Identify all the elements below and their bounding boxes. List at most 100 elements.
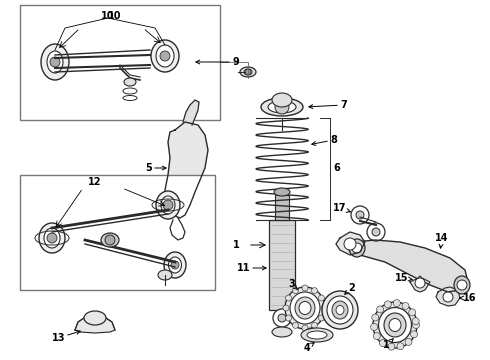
Text: 8: 8 xyxy=(312,135,337,145)
Circle shape xyxy=(344,238,356,250)
Ellipse shape xyxy=(124,78,136,86)
Ellipse shape xyxy=(268,101,296,113)
Ellipse shape xyxy=(301,328,333,342)
Bar xyxy=(20,175,215,290)
Circle shape xyxy=(443,292,453,302)
Ellipse shape xyxy=(161,196,175,214)
Ellipse shape xyxy=(151,40,179,72)
Circle shape xyxy=(318,295,324,301)
Text: 13: 13 xyxy=(51,330,80,343)
Circle shape xyxy=(283,305,289,311)
Circle shape xyxy=(405,338,412,345)
Text: 5: 5 xyxy=(145,163,166,173)
Circle shape xyxy=(377,306,384,313)
Bar xyxy=(20,5,220,120)
Ellipse shape xyxy=(84,311,106,325)
Ellipse shape xyxy=(272,327,292,337)
Polygon shape xyxy=(348,240,468,292)
Circle shape xyxy=(160,51,170,61)
Polygon shape xyxy=(336,232,365,255)
Circle shape xyxy=(457,280,467,290)
Text: 7: 7 xyxy=(309,100,347,110)
Ellipse shape xyxy=(349,239,365,257)
Ellipse shape xyxy=(295,297,315,319)
Ellipse shape xyxy=(156,45,174,67)
Circle shape xyxy=(372,314,379,321)
Ellipse shape xyxy=(169,257,181,273)
Circle shape xyxy=(411,331,417,338)
Text: 11: 11 xyxy=(237,263,266,273)
Text: 6: 6 xyxy=(333,163,340,173)
Ellipse shape xyxy=(384,313,406,337)
Circle shape xyxy=(293,288,298,294)
Text: 14: 14 xyxy=(435,233,448,248)
Circle shape xyxy=(286,295,292,301)
Circle shape xyxy=(312,288,318,294)
Ellipse shape xyxy=(299,302,311,315)
Circle shape xyxy=(415,278,425,288)
Ellipse shape xyxy=(327,296,353,324)
Bar xyxy=(269,220,295,310)
Ellipse shape xyxy=(123,88,137,94)
Circle shape xyxy=(50,57,60,67)
Circle shape xyxy=(388,343,395,350)
Ellipse shape xyxy=(44,228,60,248)
Ellipse shape xyxy=(285,287,325,329)
Ellipse shape xyxy=(454,276,470,294)
Text: 17: 17 xyxy=(333,203,350,213)
Circle shape xyxy=(373,333,380,339)
Text: 10: 10 xyxy=(108,11,122,21)
Circle shape xyxy=(163,200,173,210)
Circle shape xyxy=(245,69,251,75)
Ellipse shape xyxy=(261,98,303,116)
Ellipse shape xyxy=(156,191,180,219)
Text: 12: 12 xyxy=(88,177,102,187)
Ellipse shape xyxy=(389,319,401,332)
Circle shape xyxy=(286,315,292,321)
Circle shape xyxy=(402,302,409,310)
Text: 2: 2 xyxy=(345,283,355,294)
Text: 9: 9 xyxy=(196,57,239,67)
Circle shape xyxy=(412,318,419,325)
Text: 4: 4 xyxy=(303,343,314,353)
Circle shape xyxy=(372,228,380,236)
Circle shape xyxy=(47,233,57,243)
Text: 1: 1 xyxy=(233,240,240,250)
Circle shape xyxy=(356,211,364,219)
Circle shape xyxy=(273,309,291,327)
Circle shape xyxy=(370,323,378,330)
Circle shape xyxy=(302,285,308,291)
Circle shape xyxy=(278,314,286,322)
Circle shape xyxy=(409,309,416,316)
Circle shape xyxy=(318,315,324,321)
Polygon shape xyxy=(165,122,208,218)
Circle shape xyxy=(367,223,385,241)
Ellipse shape xyxy=(39,223,65,253)
Circle shape xyxy=(321,305,327,311)
Ellipse shape xyxy=(272,93,292,107)
Polygon shape xyxy=(183,100,199,125)
Circle shape xyxy=(105,235,115,245)
Circle shape xyxy=(393,300,400,307)
Polygon shape xyxy=(436,287,460,306)
Ellipse shape xyxy=(378,307,412,342)
Ellipse shape xyxy=(322,291,358,329)
Circle shape xyxy=(351,206,369,224)
Ellipse shape xyxy=(158,270,172,280)
Polygon shape xyxy=(410,276,430,292)
Ellipse shape xyxy=(101,233,119,247)
Ellipse shape xyxy=(164,252,186,278)
Ellipse shape xyxy=(47,51,63,73)
Text: 3: 3 xyxy=(288,279,298,290)
Text: 1: 1 xyxy=(383,339,393,350)
Ellipse shape xyxy=(373,302,417,348)
Circle shape xyxy=(379,339,387,347)
Polygon shape xyxy=(75,316,115,333)
Ellipse shape xyxy=(274,188,290,196)
Ellipse shape xyxy=(332,301,348,319)
Ellipse shape xyxy=(123,95,137,100)
Ellipse shape xyxy=(290,292,320,324)
Ellipse shape xyxy=(240,67,256,77)
Circle shape xyxy=(413,321,419,328)
Circle shape xyxy=(384,301,392,308)
